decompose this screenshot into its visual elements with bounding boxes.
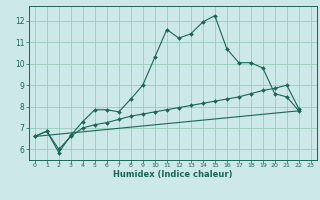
X-axis label: Humidex (Indice chaleur): Humidex (Indice chaleur) [113, 170, 233, 179]
